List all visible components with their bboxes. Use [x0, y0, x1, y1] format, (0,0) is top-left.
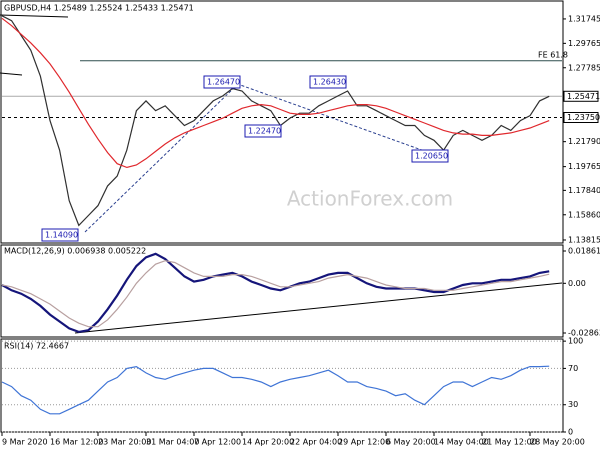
- y-tick-label: 1.21790: [568, 137, 600, 146]
- y-tick-label: 70: [568, 364, 578, 373]
- series-line: [1, 252, 550, 334]
- x-tick-label: 22 Apr 04:00: [290, 438, 342, 447]
- price-panel: [0, 0, 564, 244]
- price-box: [563, 112, 599, 124]
- x-tick-label: 14 Apr 20:00: [242, 438, 294, 447]
- chart-title: GBPUSD,H4 1.25489 1.25524 1.25433 1.2547…: [4, 4, 194, 13]
- y-tick-label: 1.31745: [568, 14, 600, 23]
- price-label: 1.25471: [567, 92, 600, 101]
- series-line: [1, 17, 550, 169]
- x-tick-label: 31 Mar 04:00: [146, 438, 199, 447]
- watermark: ActionForex.com: [287, 187, 453, 211]
- chart-title: RSI(14) 72.4667: [4, 342, 69, 351]
- x-tick-label: 9 Mar 2020: [2, 438, 48, 447]
- y-tick-label: 1.27785: [568, 63, 600, 72]
- annotation: 1.20650: [415, 152, 448, 161]
- series-line: [1, 365, 550, 415]
- annotation-box: [41, 228, 79, 242]
- series-line: [1, 260, 550, 328]
- y-tick-label: 1.19765: [568, 162, 600, 171]
- x-tick-label: 29 Apr 12:00: [338, 438, 390, 447]
- y-tick-label: 1.17840: [568, 186, 600, 195]
- annotation: 1.26470: [207, 78, 240, 87]
- y-tick-label: 100: [568, 337, 583, 346]
- price-label: 1.23750: [567, 113, 600, 122]
- chart-title: MACD(12,26,9) 0.006938 0.005222: [4, 247, 146, 256]
- y-tick-label: 1.13815: [568, 235, 600, 244]
- y-tick-label: 0.018615: [568, 246, 600, 255]
- price-box: [563, 90, 599, 102]
- annotation: 1.26430: [313, 78, 346, 87]
- x-tick-label: 6 May 20:00: [386, 438, 436, 447]
- x-tick-label: 16 Mar 12:00: [50, 438, 103, 447]
- y-tick-label: 0: [568, 428, 573, 437]
- x-tick-label: 23 Mar 20:00: [98, 438, 151, 447]
- channel-line: [0, 14, 69, 18]
- trend-line: [231, 81, 431, 154]
- annotation-box: [244, 124, 282, 138]
- x-tick-label: 21 May 12:00: [482, 438, 537, 447]
- y-tick-label: 1.15860: [568, 210, 600, 219]
- fe-label: FE 61.8: [538, 50, 568, 59]
- x-tick-label: 7 Apr 12:00: [194, 438, 241, 447]
- annotation: 1.22470: [248, 127, 281, 136]
- x-tick-label: 14 May 04:00: [434, 438, 489, 447]
- annotation: 1.14090: [45, 231, 78, 240]
- annotation-box: [411, 149, 449, 163]
- channel-line: [0, 72, 23, 76]
- y-tick-label: 0.00: [568, 279, 586, 288]
- y-tick-label: 30: [568, 400, 578, 409]
- macd-panel: [0, 244, 564, 338]
- annotation-box: [309, 75, 347, 89]
- y-tick-label: 1.29765: [568, 39, 600, 48]
- annotation-box: [203, 75, 241, 89]
- x-tick-label: 28 May 20:00: [530, 438, 585, 447]
- trend-line: [84, 83, 239, 233]
- y-tick-label: -0.028631: [568, 329, 600, 338]
- macd-trend-line: [74, 282, 563, 334]
